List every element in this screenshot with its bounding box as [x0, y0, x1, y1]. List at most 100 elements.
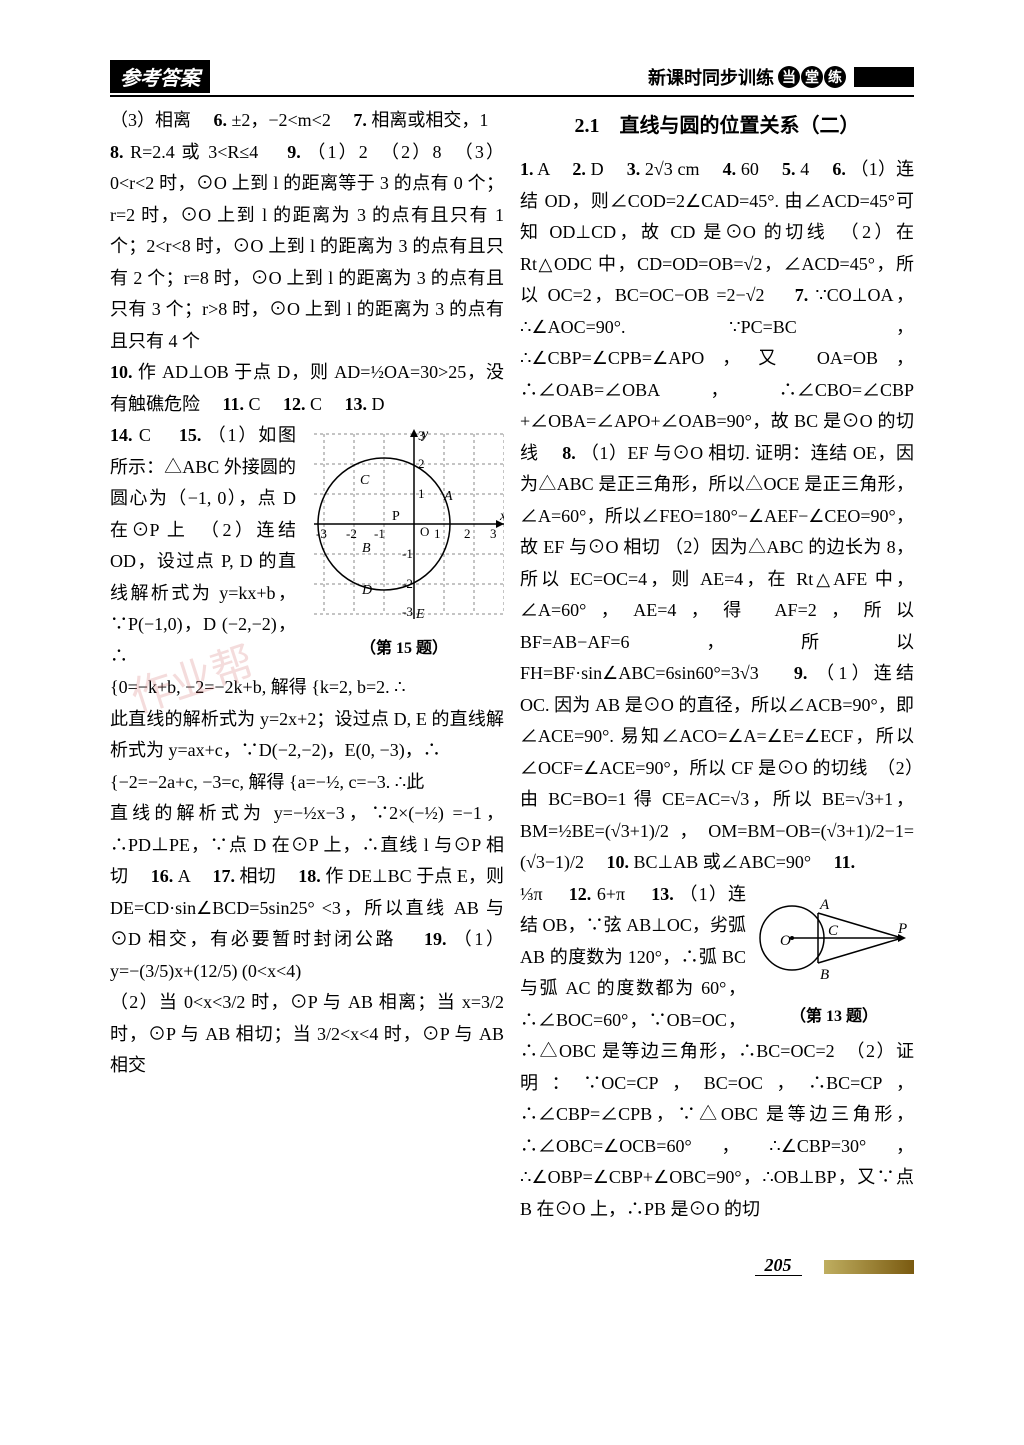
header-right: 新课时同步训练 当 堂 练 — [648, 64, 914, 90]
svg-text:O: O — [780, 933, 791, 949]
svg-text:-2: -2 — [402, 576, 413, 591]
content-columns: 作业帮 （3）相离 6. ±2，−2<m<2 7. 相离或相交，1 8. R=2… — [110, 105, 914, 1225]
svg-text:3: 3 — [490, 526, 497, 541]
q7-num: 7. — [353, 110, 367, 130]
svg-text:A: A — [819, 897, 830, 913]
header-right-prefix: 新课时同步训练 — [648, 64, 774, 90]
ans-11: C — [249, 394, 261, 414]
r-q12: 12. — [569, 884, 592, 904]
r-a4: 60 — [741, 159, 759, 179]
r-q6: 6. — [832, 159, 846, 179]
q9-num: 9. — [287, 142, 301, 162]
r-q11: 11. — [834, 852, 856, 872]
page-number: 205 — [755, 1255, 802, 1276]
right-column: 2.1 直线与圆的位置关系（二） 1. A 2. D 3. 2√3 cm 4. … — [520, 105, 914, 1225]
svg-text:1: 1 — [434, 526, 441, 541]
q13-num: 13. — [345, 394, 368, 414]
circle-2: 堂 — [801, 66, 823, 88]
ans-15-eqs1: {0=−k+b, −2=−2k+b, 解得 {k=2, b=2. ∴ — [110, 677, 406, 697]
left-column: 作业帮 （3）相离 6. ±2，−2<m<2 7. 相离或相交，1 8. R=2… — [110, 105, 504, 1225]
svg-text:P: P — [897, 921, 907, 937]
q14-num: 14. — [110, 425, 133, 445]
ans-9: （1）2 （2）8 （3）0<r<2 时，⊙O 上到 l 的距离等于 3 的点有… — [110, 142, 504, 351]
r-q9: 9. — [794, 663, 808, 683]
r-a7: ∵CO⊥OA，∴∠AOC=90°. ∵PC=BC，∴∠CBP=∠CPB=∠APO… — [520, 285, 914, 463]
q15-num: 15. — [179, 425, 202, 445]
page-footer: 205 — [110, 1255, 914, 1276]
r-a6: （1）连结 OD，则∠COD=2∠CAD=45°. 由∠ACD=45°可知 OD… — [520, 159, 914, 305]
q10-num: 10. — [110, 362, 133, 382]
svg-text:E: E — [415, 607, 425, 622]
q6-num: 6. — [214, 110, 228, 130]
r-a8: （1）EF 与⊙O 相切. 证明：连结 OE，因为△ABC 是正三角形，所以△O… — [520, 443, 914, 684]
r-q2: 2. — [572, 159, 586, 179]
q18-num: 18. — [298, 866, 321, 886]
r-q1: 1. — [520, 159, 534, 179]
figure-13: O A C B P — [754, 883, 914, 993]
svg-text:P: P — [392, 509, 400, 524]
q16-num: 16. — [151, 866, 174, 886]
page: 参考答案 新课时同步训练 当 堂 练 作业帮 （3）相离 6. ±2，−2<m<… — [0, 0, 1024, 1316]
figure-15-caption: （第 15 题） — [304, 635, 504, 663]
header-circles: 当 堂 练 — [778, 66, 846, 88]
ans-15b: 此直线的解析式为 y=2x+2；设过点 D, E 的直线解析式为 y=ax+c，… — [110, 709, 504, 761]
ans-12: C — [310, 394, 322, 414]
svg-text:y: y — [420, 427, 429, 442]
svg-text:1: 1 — [418, 486, 425, 501]
figure-13-wrap: O A C B P （第 13 题） — [754, 883, 914, 1032]
figure-15-wrap: O 123 -2-1-3 213 -1-2-3 P C A B D E x y … — [304, 424, 504, 663]
svg-text:-1: -1 — [402, 546, 413, 561]
ans-8: R=2.4 或 3<R≤4 — [130, 142, 258, 162]
circle-3: 练 — [824, 66, 846, 88]
svg-text:A: A — [443, 489, 453, 504]
svg-text:-1: -1 — [374, 526, 385, 541]
footer-gradient-bar — [824, 1260, 914, 1274]
r-a12: 6+π — [597, 884, 625, 904]
q17-num: 17. — [212, 866, 235, 886]
r-a11: ⅓π — [520, 884, 543, 904]
ans-7: 相离或相交，1 — [371, 110, 488, 130]
ans-16: A — [178, 866, 190, 886]
circle-1: 当 — [778, 66, 800, 88]
r-q8: 8. — [562, 443, 576, 463]
figure-13-caption: （第 13 题） — [754, 1003, 914, 1031]
ans-10: 作 AD⊥OB 于点 D，则 AD=½OA=30>25，没有触礁危险 — [110, 362, 504, 414]
svg-text:x: x — [499, 509, 504, 524]
page-header: 参考答案 新课时同步训练 当 堂 练 — [110, 60, 914, 97]
ans-17: 相切 — [240, 866, 276, 886]
r-a5: 4 — [800, 159, 809, 179]
header-left-label: 参考答案 — [110, 60, 210, 93]
figure-15: O 123 -2-1-3 213 -1-2-3 P C A B D E x y — [304, 424, 504, 624]
ans-15a: （1）如图所示：△ABC 外接圆的圆心为（−1, 0），点 D 在⊙P 上 （2… — [110, 425, 296, 666]
svg-text:-3: -3 — [402, 604, 413, 619]
svg-text:2: 2 — [418, 456, 425, 471]
r-q10: 10. — [607, 852, 630, 872]
r-q3: 3. — [627, 159, 641, 179]
ans-13: D — [372, 394, 385, 414]
ans-15-eqs2: {−2=−2a+c, −3=c, 解得 {a=−½, c=−3. ∴此 — [110, 772, 424, 792]
svg-text:D: D — [361, 583, 372, 598]
svg-text:O: O — [420, 524, 429, 539]
r-a9: （1）连结 OC. 因为 AB 是⊙O 的直径，所以∠ACB=90°，即∠ACE… — [520, 663, 914, 872]
q8-num: 8. — [110, 142, 124, 162]
svg-text:-2: -2 — [346, 526, 357, 541]
r-q7: 7. — [795, 285, 809, 305]
r-q5: 5. — [782, 159, 796, 179]
svg-text:-3: -3 — [316, 526, 327, 541]
ans-3: （3）相离 — [110, 110, 191, 130]
q19-num: 19. — [424, 929, 447, 949]
header-black-bar — [854, 67, 914, 87]
q12-num: 12. — [283, 394, 306, 414]
svg-text:C: C — [360, 473, 370, 488]
r-a10: BC⊥AB 或∠ABC=90° — [634, 852, 812, 872]
r-a3: 2√3 cm — [645, 159, 700, 179]
svg-text:2: 2 — [464, 526, 471, 541]
svg-text:B: B — [362, 541, 371, 556]
r-a2: D — [591, 159, 604, 179]
section-title: 2.1 直线与圆的位置关系（二） — [520, 109, 914, 144]
ans-14: C — [139, 425, 151, 445]
ans-19b: （2）当 0<x<3/2 时，⊙P 与 AB 相离；当 x=3/2 时，⊙P 与… — [110, 992, 504, 1075]
svg-text:B: B — [820, 967, 829, 983]
ans-6: ±2，−2<m<2 — [232, 110, 331, 130]
r-q13: 13. — [651, 884, 674, 904]
